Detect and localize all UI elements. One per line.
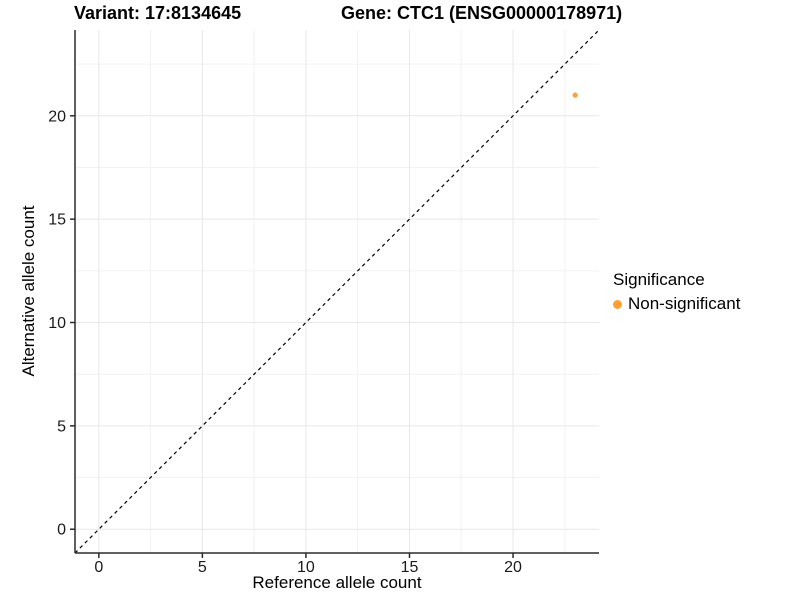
y-tick-label: 10 (48, 315, 66, 332)
y-tick-label: 15 (48, 212, 66, 229)
y-tick-label: 5 (57, 418, 66, 435)
legend-item-label: Non-significant (628, 294, 741, 313)
y-axis-title: Alternative allele count (19, 205, 38, 377)
x-tick-label: 10 (297, 559, 315, 576)
legend-point-icon (613, 299, 622, 309)
x-tick-label: 15 (401, 559, 419, 576)
legend-item-non-significant: Non-significant (613, 294, 740, 314)
y-tick-label: 0 (57, 522, 66, 539)
plot-title-gene: Gene: CTC1 (ENSG00000178971) (341, 3, 623, 23)
x-axis-title: Reference allele count (252, 573, 422, 592)
identity-dashed-line (74, 29, 600, 554)
x-tick-label: 0 (94, 559, 103, 576)
plot-title-variant: Variant: 17:8134645 (74, 3, 242, 23)
x-tick-label: 5 (198, 559, 207, 576)
legend-title: Significance (613, 270, 705, 289)
data-point (572, 92, 578, 98)
legend: Significance Non-significant (613, 270, 740, 314)
x-tick-label: 20 (504, 559, 522, 576)
y-tick-label: 20 (48, 108, 66, 125)
